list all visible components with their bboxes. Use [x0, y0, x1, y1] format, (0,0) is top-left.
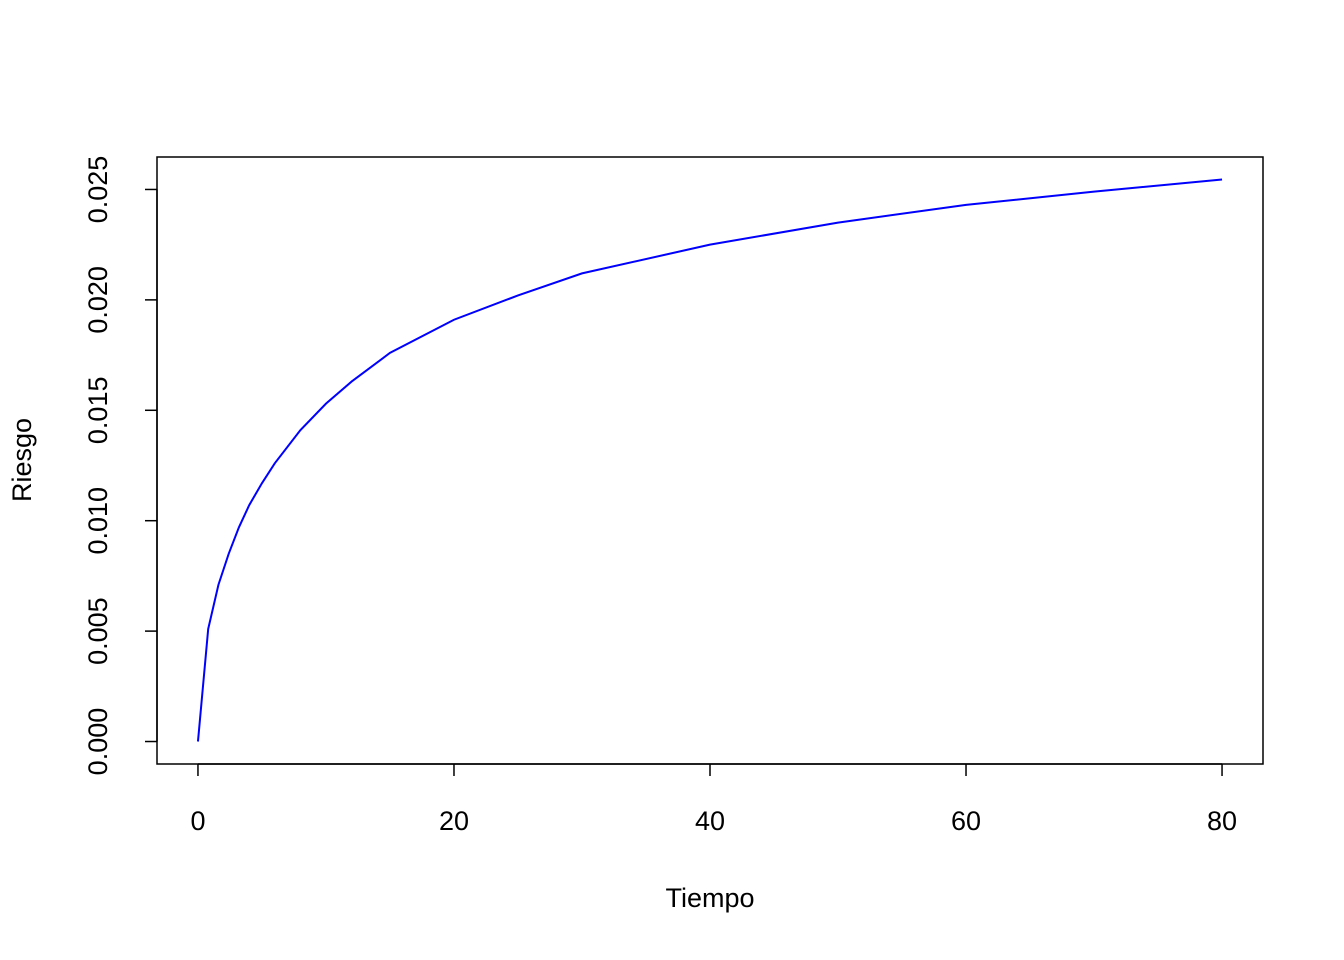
plot-frame	[156, 156, 1264, 765]
y-tick-label: 0.000	[83, 708, 113, 776]
y-tick-label: 0.020	[83, 266, 113, 334]
y-tick-label: 0.025	[83, 156, 113, 224]
y-axis-label: Riesgo	[7, 418, 37, 502]
x-axis-label: Tiempo	[665, 883, 754, 913]
y-tick-label: 0.010	[83, 487, 113, 555]
x-tick-label: 40	[695, 806, 725, 836]
data-line	[196, 178, 1223, 742]
x-tick-label: 80	[1207, 806, 1237, 836]
x-tick-label: 60	[951, 806, 981, 836]
x-tick-label: 20	[439, 806, 469, 836]
y-tick-label: 0.015	[83, 376, 113, 444]
x-tick-label: 0	[190, 806, 205, 836]
y-tick-label: 0.005	[83, 597, 113, 665]
